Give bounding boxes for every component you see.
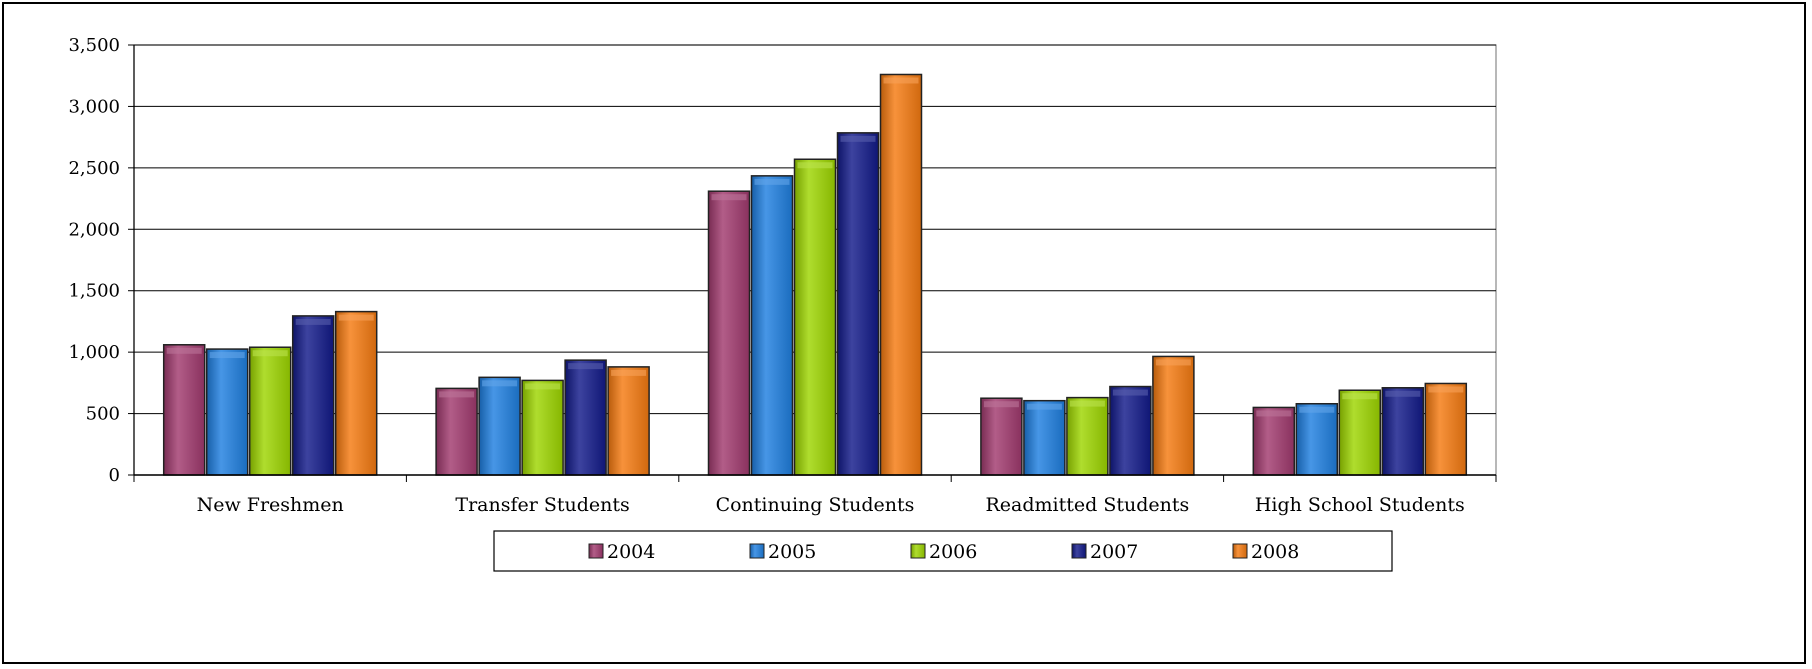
bar-2008-readmitted-students <box>1152 355 1195 476</box>
bar-2008-high-school-students <box>1424 382 1468 476</box>
bars <box>162 73 1468 476</box>
legend-swatch-2004 <box>588 543 604 559</box>
legend-swatch-2006 <box>910 543 926 559</box>
bar-2004-new-freshmen <box>162 344 206 476</box>
y-tick-label: 3,000 <box>68 96 120 117</box>
legend-swatch-2008 <box>1232 543 1248 559</box>
bar-highlight <box>883 77 919 84</box>
bar-2005-readmitted-students <box>1023 399 1066 476</box>
bar-chart: 0 500 1,000 1,500 2,000 2,500 3,000 3,500 New F… <box>68 35 1497 572</box>
bar-2007-high-school-students <box>1381 387 1425 476</box>
bar-highlight <box>1342 393 1378 400</box>
bar-highlight <box>1069 400 1105 407</box>
y-axis: 0 500 1,000 1,500 2,000 2,500 3,000 3,500 <box>68 35 135 486</box>
bar-highlight <box>1428 386 1464 393</box>
y-tick-label: 500 <box>86 404 120 425</box>
bar-2007-transfer-students <box>564 359 607 476</box>
bar-2004-high-school-students <box>1252 406 1296 476</box>
x-tick-label: Continuing Students <box>716 494 915 516</box>
legend-label: 2005 <box>768 541 816 563</box>
bar-highlight <box>611 369 647 376</box>
bar-2005-new-freshmen <box>205 348 249 476</box>
bar-2005-high-school-students <box>1295 402 1339 476</box>
legend-label: 2008 <box>1251 541 1299 563</box>
bar-highlight <box>1112 389 1148 396</box>
bar-highlight <box>983 401 1019 408</box>
bar-highlight <box>338 314 374 321</box>
bar-2006-continuing-students <box>793 158 837 476</box>
bar-highlight <box>525 383 561 390</box>
bar-highlight <box>439 391 475 398</box>
y-tick-label: 1,000 <box>68 342 120 363</box>
x-axis: New Freshmen Transfer Students Continuing … <box>133 474 1497 516</box>
bar-highlight <box>568 363 604 370</box>
bar-2004-readmitted-students <box>980 397 1023 476</box>
legend-label: 2007 <box>1090 541 1138 563</box>
bar-highlight <box>711 194 747 201</box>
bar-highlight <box>1256 410 1292 417</box>
bar-2006-new-freshmen <box>248 346 292 476</box>
x-tick-label: Transfer Students <box>455 494 629 516</box>
x-tick-label: Readmitted Students <box>986 494 1190 516</box>
bar-highlight <box>1299 406 1335 413</box>
bar-2006-readmitted-students <box>1066 396 1109 476</box>
legend-swatch-2005 <box>749 543 765 559</box>
bar-2005-transfer-students <box>478 376 521 476</box>
bar-2004-continuing-students <box>707 190 751 476</box>
bar-2007-continuing-students <box>836 132 880 476</box>
legend-label: 2004 <box>607 541 655 563</box>
bar-2008-new-freshmen <box>334 310 378 476</box>
y-tick-label: 2,500 <box>68 158 120 179</box>
y-tick-label: 0 <box>109 465 120 486</box>
bar-highlight <box>840 135 876 142</box>
bar-highlight <box>1385 390 1421 397</box>
x-tick-label: High School Students <box>1255 494 1465 516</box>
bar-2006-transfer-students <box>521 379 564 476</box>
bar-highlight <box>252 350 288 357</box>
bar-2007-readmitted-students <box>1109 385 1152 476</box>
x-tick-label: New Freshmen <box>197 494 344 516</box>
bar-2006-high-school-students <box>1338 389 1382 476</box>
bar-highlight <box>1026 403 1062 410</box>
bar-highlight <box>754 178 790 185</box>
bar-2007-new-freshmen <box>291 315 335 476</box>
bar-highlight <box>482 380 518 387</box>
y-tick-label: 3,500 <box>68 35 120 56</box>
bar-2004-transfer-students <box>435 387 478 476</box>
y-tick-label: 2,000 <box>68 219 120 240</box>
bar-highlight <box>166 347 202 354</box>
bar-highlight <box>1155 359 1191 366</box>
legend: 2004 2005 2006 2007 2008 <box>493 530 1393 572</box>
bar-highlight <box>295 318 331 325</box>
bar-highlight <box>209 352 245 359</box>
bar-2005-continuing-students <box>750 175 794 476</box>
legend-label: 2006 <box>929 541 977 563</box>
y-tick-label: 1,500 <box>68 281 120 302</box>
bar-2008-continuing-students <box>879 73 923 476</box>
legend-swatch-2007 <box>1071 543 1087 559</box>
bar-highlight <box>797 162 833 169</box>
bar-2008-transfer-students <box>607 366 650 476</box>
